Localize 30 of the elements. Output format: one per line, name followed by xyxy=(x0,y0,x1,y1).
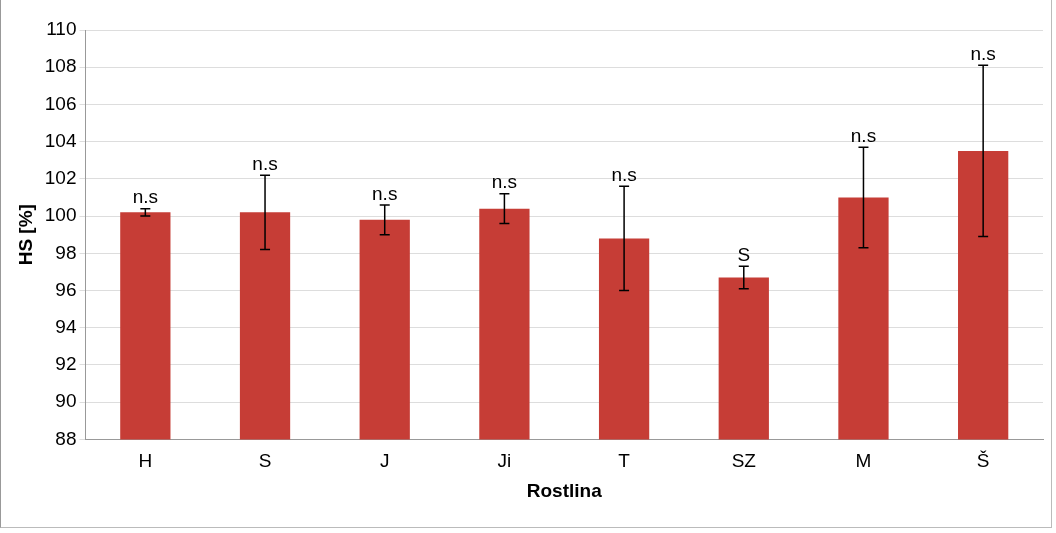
y-tick-label: 88 xyxy=(55,427,77,449)
annotation: n.s xyxy=(491,171,518,193)
y-tick-label: 108 xyxy=(44,55,77,77)
x-tick-label: S xyxy=(258,450,272,472)
y-axis-title: HS [%] xyxy=(14,204,36,266)
y-tick-label: 100 xyxy=(44,204,77,226)
annotation: n.s xyxy=(850,124,877,146)
y-tick-label: 98 xyxy=(55,241,77,263)
y-tick-label: 92 xyxy=(55,353,77,375)
x-tick-label: Š xyxy=(976,450,990,472)
x-tick-label: Ji xyxy=(497,450,512,472)
annotation: n.s xyxy=(372,182,398,204)
x-tick-label: H xyxy=(138,450,153,472)
annotation: n.s xyxy=(611,164,637,186)
y-tick-label: 106 xyxy=(44,92,77,114)
x-axis-title: Rostlina xyxy=(526,479,603,501)
x-tick-label: J xyxy=(379,450,390,472)
annotation: n.s xyxy=(132,186,159,208)
annotation: n.s xyxy=(970,43,996,65)
y-tick-label: 102 xyxy=(44,167,77,189)
annotation: S xyxy=(737,244,751,266)
x-tick-label: SZ xyxy=(731,450,757,472)
y-tick-label: 110 xyxy=(46,18,77,40)
x-tick-label: T xyxy=(618,450,631,472)
y-tick-label: 94 xyxy=(55,315,77,337)
x-tick-label: M xyxy=(855,450,872,472)
y-tick-label: 90 xyxy=(55,390,77,412)
y-tick-label: 96 xyxy=(55,278,77,300)
annotation: n.s xyxy=(252,152,278,174)
y-tick-label: 104 xyxy=(44,129,77,151)
